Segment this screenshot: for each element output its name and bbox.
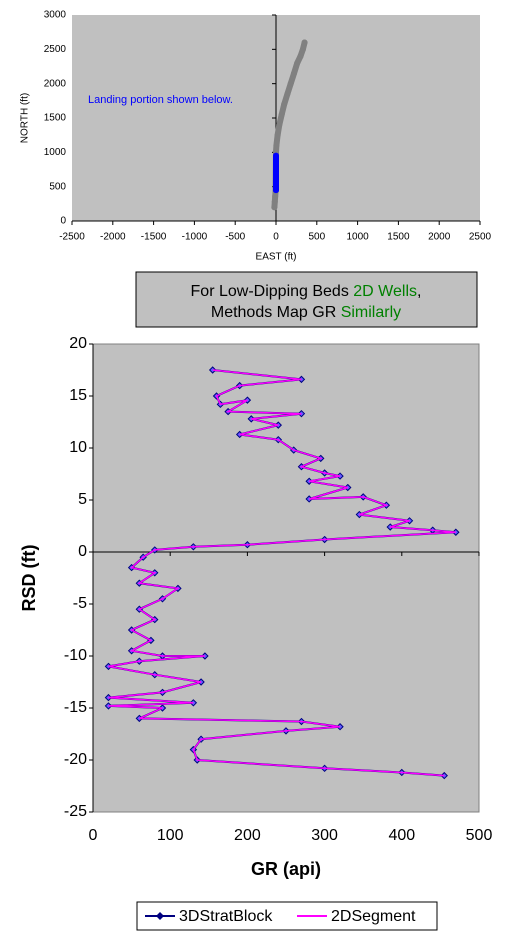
y-tick-label: 10	[69, 439, 87, 456]
point	[281, 101, 288, 108]
y-tick-label: -25	[64, 803, 87, 820]
series-line	[108, 369, 456, 777]
x-tick-label: 400	[388, 827, 415, 844]
point	[273, 142, 280, 149]
callout-part: For Low-Dipping Beds	[191, 283, 354, 300]
x-tick-label: -1000	[182, 232, 208, 243]
point	[273, 187, 279, 194]
y-tick-label: 2000	[44, 78, 67, 89]
callout-line: For Low-Dipping Beds 2D Wells,	[191, 283, 422, 300]
point	[290, 70, 297, 77]
callout-part: Methods Map GR	[211, 304, 341, 321]
x-tick-label: 1000	[346, 232, 369, 243]
callout-part: Similarly	[341, 304, 401, 321]
callout-part: 2D Wells	[353, 283, 417, 300]
point	[278, 111, 285, 118]
y-tick-label: -5	[73, 595, 87, 612]
point	[273, 152, 279, 159]
point	[271, 198, 278, 205]
point	[301, 39, 308, 46]
x-tick-label: 500	[308, 232, 325, 243]
y-tick-label: -15	[64, 699, 87, 716]
callout-line: Methods Map GR Similarly	[211, 304, 401, 321]
point	[284, 90, 291, 97]
callout-box	[135, 271, 478, 328]
y-axis-title: NORTH (ft)	[20, 93, 31, 143]
point	[273, 166, 279, 173]
x-tick-label: -1500	[141, 232, 167, 243]
y-tick-label: 0	[60, 216, 66, 227]
y-tick-label: 0	[78, 543, 87, 560]
y-axis-title: RSD (ft)	[19, 545, 39, 612]
point	[271, 204, 278, 211]
point	[272, 193, 279, 200]
annotation: Landing portion shown below.	[88, 94, 233, 106]
point	[274, 132, 281, 139]
x-tick-label: 2500	[469, 232, 492, 243]
x-tick-label: 200	[234, 827, 261, 844]
x-tick-label: 100	[157, 827, 184, 844]
point	[273, 159, 279, 166]
legend-label: 3DStratBlock	[179, 908, 273, 925]
y-tick-label: 15	[69, 387, 87, 404]
legend-marker	[156, 912, 164, 920]
point	[276, 121, 283, 128]
marker	[201, 652, 209, 660]
x-tick-label: 0	[89, 827, 98, 844]
y-tick-label: 2500	[44, 44, 67, 55]
y-tick-label: 1000	[44, 147, 67, 158]
callout-part: ,	[417, 283, 421, 300]
y-tick-label: 500	[49, 181, 66, 192]
x-tick-label: 0	[273, 232, 279, 243]
point	[273, 173, 279, 180]
x-tick-label: -500	[225, 232, 245, 243]
legend	[136, 901, 438, 931]
point	[299, 46, 306, 53]
marker	[208, 366, 217, 374]
x-tick-label: -2500	[59, 232, 85, 243]
x-axis-title: GR (api)	[251, 859, 321, 879]
y-tick-label: 5	[78, 491, 87, 508]
point	[297, 53, 304, 60]
x-tick-label: 1500	[387, 232, 410, 243]
x-tick-label: -2000	[100, 232, 126, 243]
point	[294, 60, 301, 67]
legend-label: 2DSegment	[331, 908, 416, 925]
point	[273, 180, 279, 187]
y-tick-label: -20	[64, 751, 87, 768]
y-tick-label: 20	[69, 335, 87, 352]
y-tick-label: 1500	[44, 113, 67, 124]
x-tick-label: 300	[311, 827, 338, 844]
x-axis-title: EAST (ft)	[256, 252, 297, 263]
y-tick-label: -10	[64, 647, 87, 664]
x-tick-label: 500	[466, 827, 493, 844]
y-tick-label: 3000	[44, 10, 67, 21]
point	[287, 80, 294, 87]
x-tick-label: 2000	[428, 232, 451, 243]
